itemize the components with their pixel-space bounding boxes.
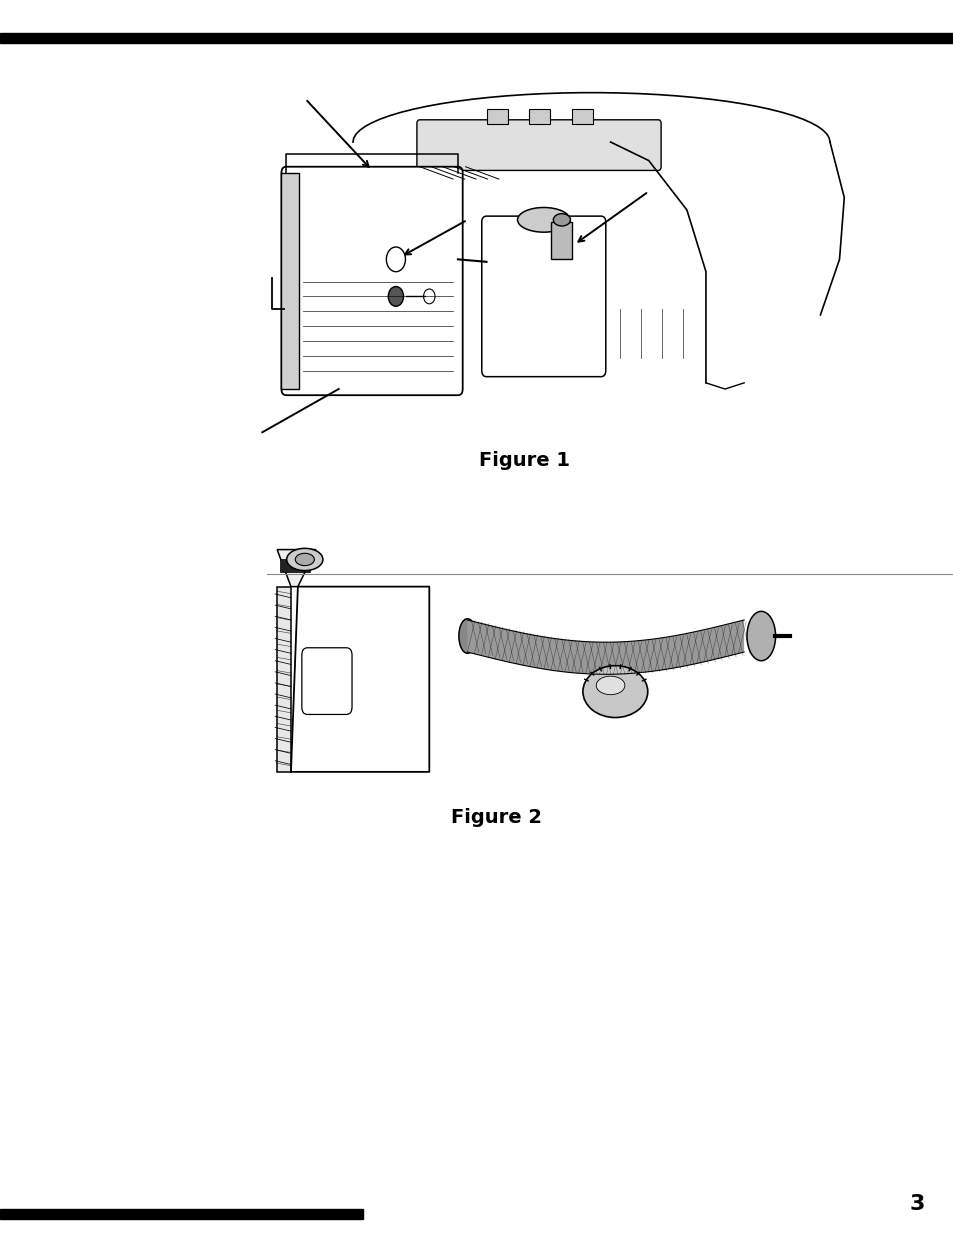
- Ellipse shape: [295, 553, 314, 566]
- Text: 3: 3: [909, 1194, 924, 1214]
- Bar: [279, 559, 310, 572]
- FancyBboxPatch shape: [301, 648, 352, 714]
- Bar: [0, 1209, 362, 1219]
- Bar: [572, 109, 593, 124]
- Ellipse shape: [596, 676, 624, 694]
- Bar: [529, 109, 550, 124]
- FancyBboxPatch shape: [281, 167, 462, 395]
- Ellipse shape: [517, 207, 569, 232]
- FancyBboxPatch shape: [481, 216, 605, 377]
- Ellipse shape: [553, 214, 570, 226]
- Text: Figure 1: Figure 1: [478, 451, 570, 471]
- Polygon shape: [276, 587, 291, 772]
- Circle shape: [388, 287, 403, 306]
- Polygon shape: [467, 620, 743, 674]
- Circle shape: [423, 289, 435, 304]
- Bar: [0, 33, 953, 43]
- Ellipse shape: [287, 548, 322, 571]
- Ellipse shape: [458, 619, 476, 653]
- Circle shape: [386, 247, 405, 272]
- Bar: [551, 222, 572, 259]
- Text: Figure 2: Figure 2: [450, 808, 541, 827]
- Polygon shape: [276, 550, 315, 587]
- Ellipse shape: [746, 611, 775, 661]
- FancyBboxPatch shape: [416, 120, 660, 170]
- Ellipse shape: [582, 666, 647, 718]
- Bar: [281, 173, 298, 389]
- Bar: [486, 109, 507, 124]
